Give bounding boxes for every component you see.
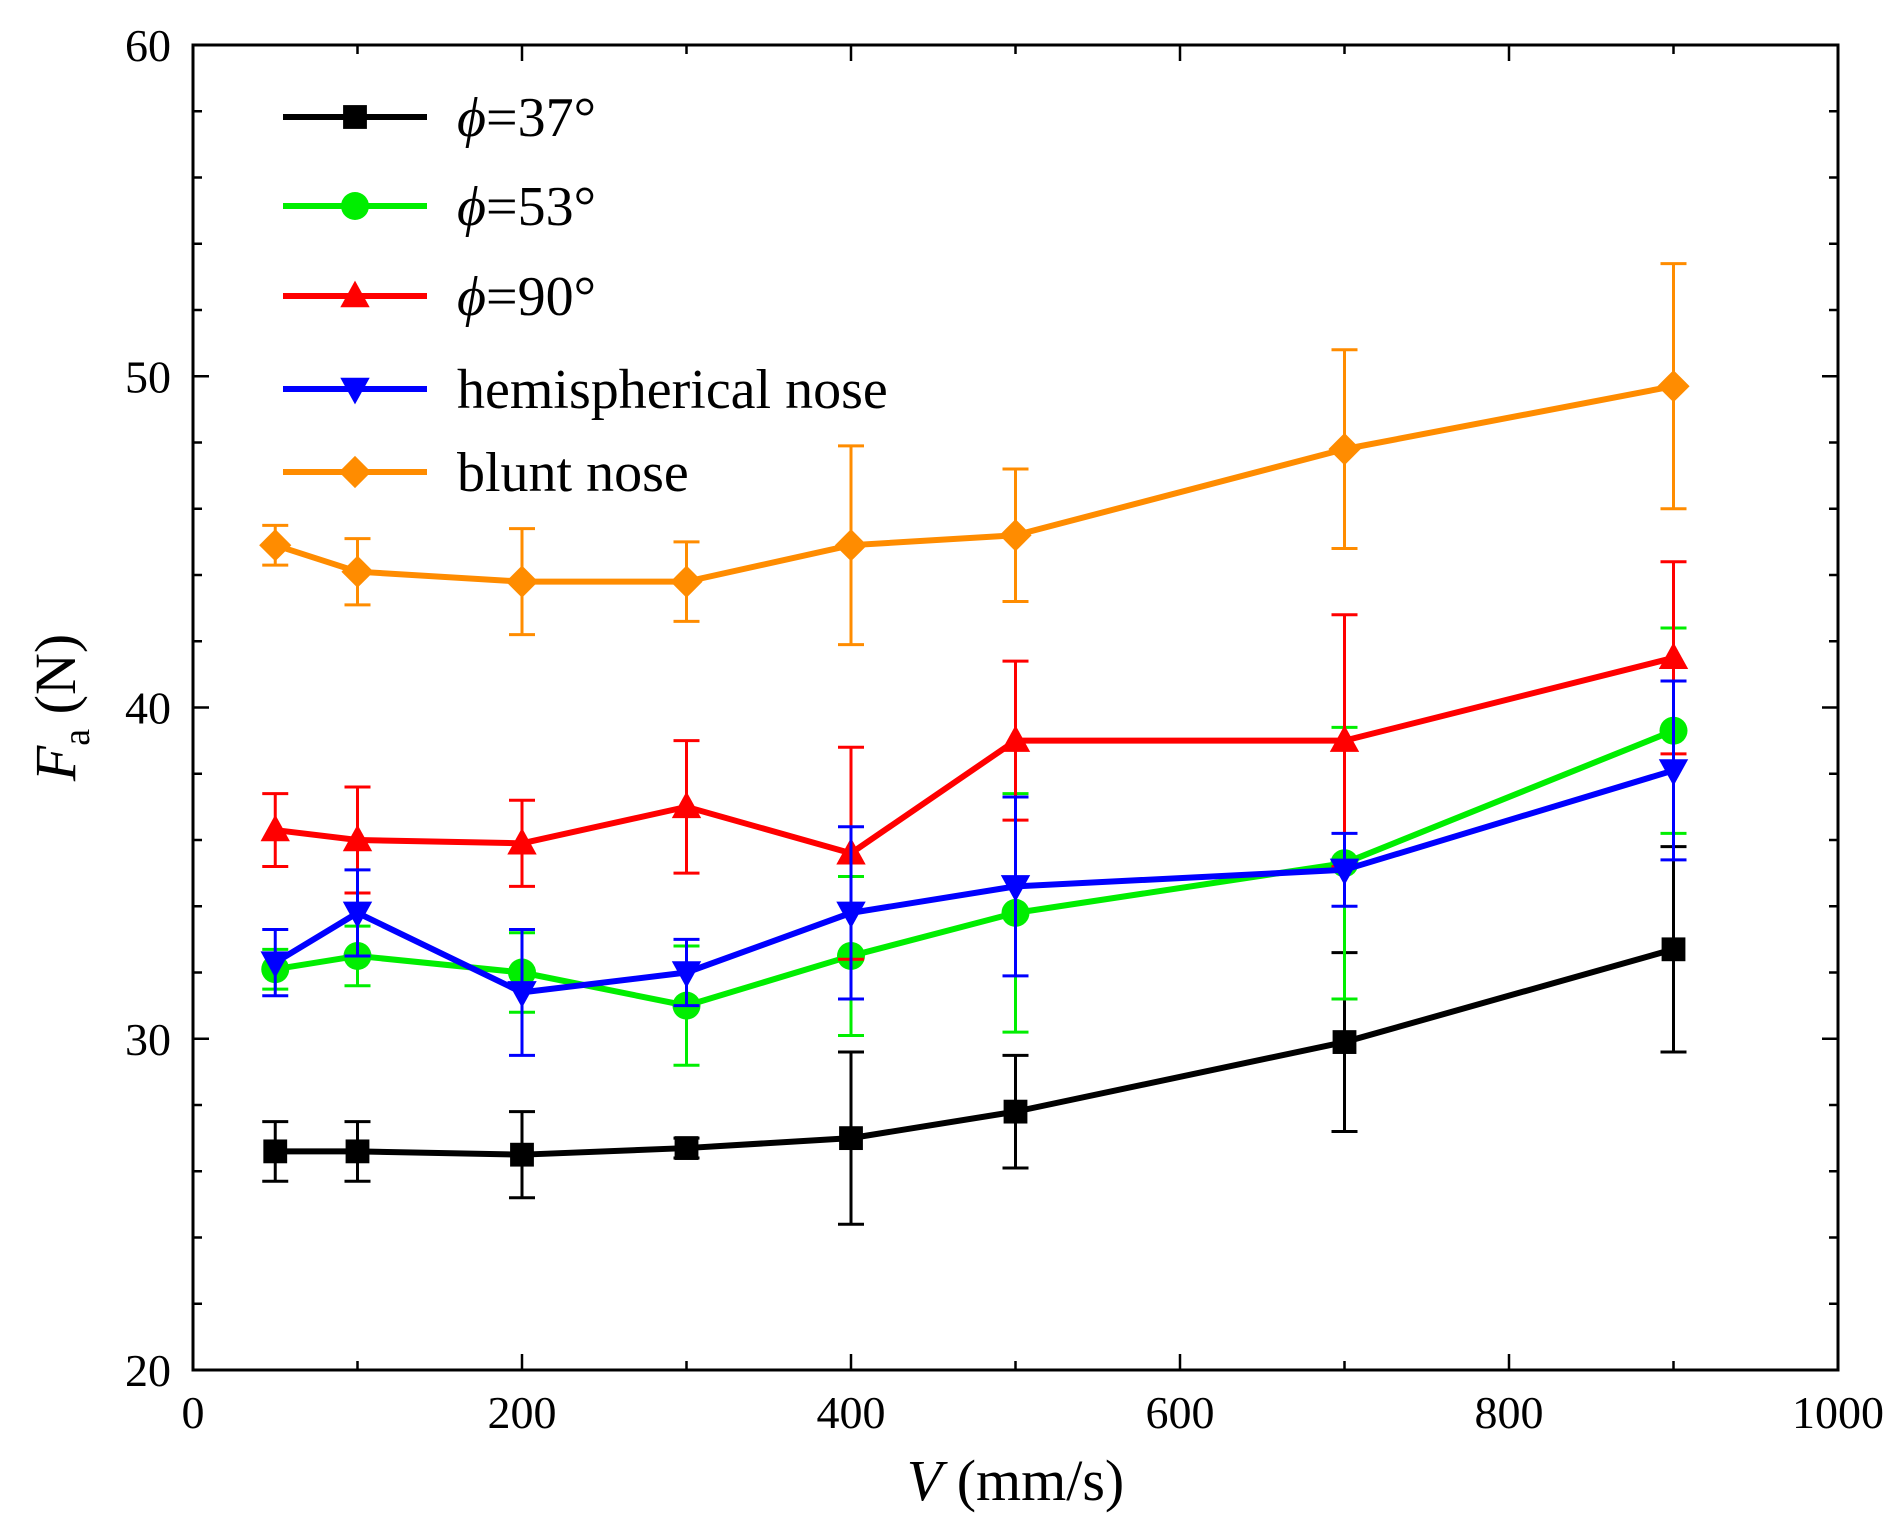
series-3	[260, 679, 1689, 1057]
legend-label: ϕ=53°	[457, 176, 596, 238]
series-line	[275, 946, 1675, 1158]
y-tick-label: 50	[125, 351, 171, 402]
data-point	[1003, 1099, 1028, 1124]
data-point	[1000, 725, 1031, 752]
data-point	[263, 1139, 288, 1164]
data-point	[670, 565, 703, 598]
data-point	[834, 529, 868, 562]
y-axis-title: Fa (N)	[23, 634, 98, 782]
data-point	[999, 519, 1032, 552]
data-point	[259, 529, 292, 562]
x-tick-label: 600	[1146, 1387, 1215, 1438]
data-point	[1661, 937, 1686, 962]
data-point	[341, 555, 374, 588]
x-axis-title: V (mm/s)	[907, 1448, 1124, 1513]
legend-item: ϕ=37°	[283, 87, 596, 149]
data-point	[505, 565, 539, 598]
legend: ϕ=37° ϕ=53° ϕ=90° hemispherical nose blunt n…	[283, 87, 888, 504]
data-point	[260, 951, 290, 978]
data-point	[345, 1139, 370, 1164]
data-point	[342, 824, 373, 852]
legend-label: ϕ=90°	[457, 266, 596, 328]
data-point	[674, 1136, 699, 1160]
legend-label: ϕ=37°	[457, 87, 596, 149]
x-tick-label: 400	[817, 1387, 886, 1438]
legend-marker	[338, 455, 372, 489]
data-point	[1000, 875, 1031, 902]
series-0	[262, 845, 1687, 1226]
series-2	[260, 560, 1689, 961]
legend-item: hemispherical nose	[283, 359, 888, 421]
legend-marker	[341, 192, 369, 220]
x-tick-label: 0	[182, 1387, 205, 1438]
x-tick-label: 1000	[1792, 1387, 1884, 1438]
series-line	[274, 654, 1675, 857]
legend-label: blunt nose	[457, 442, 689, 504]
legend-item: ϕ=53°	[283, 176, 596, 238]
data-point	[1657, 370, 1690, 403]
data-point	[507, 827, 537, 855]
axes: 0 200 400 600 800 1000 20 30 40 50 60	[125, 20, 1884, 1438]
data-point	[836, 901, 866, 929]
series-4	[259, 262, 1690, 647]
data-point	[342, 901, 373, 929]
series-line	[274, 383, 1675, 585]
series-layer	[259, 262, 1690, 1226]
data-point	[1329, 725, 1360, 752]
data-point	[671, 791, 702, 819]
legend-label: hemispherical nose	[457, 359, 888, 421]
data-point	[260, 814, 290, 842]
legend-item: ϕ=90°	[283, 266, 596, 328]
legend-marker	[340, 377, 370, 405]
x-tick-label: 800	[1475, 1387, 1544, 1438]
data-point	[510, 1142, 534, 1167]
data-point	[671, 961, 702, 988]
data-point	[839, 1126, 863, 1151]
legend-item: blunt nose	[283, 442, 689, 504]
series-line	[273, 767, 1675, 996]
data-point	[1328, 433, 1361, 466]
data-point	[1658, 642, 1689, 670]
x-tick-label: 200	[488, 1387, 557, 1438]
y-tick-label: 40	[125, 683, 171, 734]
y-tick-label: 30	[125, 1014, 171, 1065]
data-point	[1658, 759, 1689, 786]
legend-marker	[340, 280, 370, 308]
legend-marker	[343, 105, 367, 129]
data-point	[1332, 1030, 1357, 1054]
data-point	[507, 981, 537, 1008]
y-tick-label: 20	[125, 1345, 171, 1396]
series-1	[261, 626, 1688, 1067]
y-tick-label: 60	[125, 20, 171, 71]
data-point	[1329, 858, 1360, 886]
